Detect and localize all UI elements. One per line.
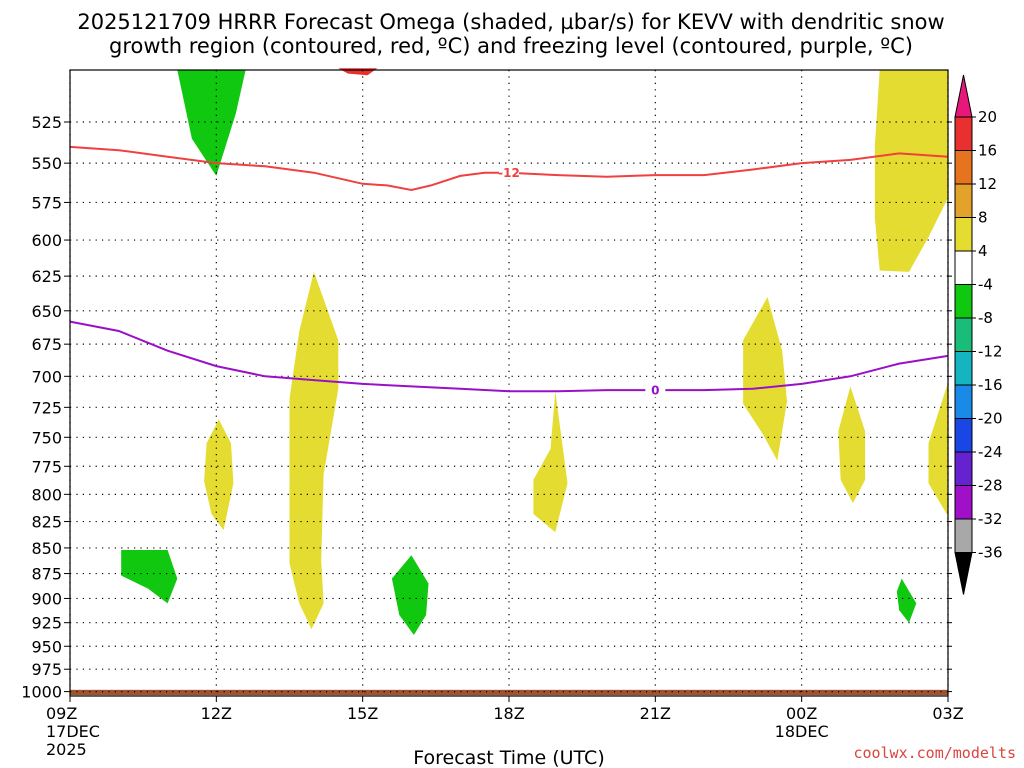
colorbar-segment: [954, 518, 973, 553]
y-tick-label: 875: [31, 565, 62, 584]
colorbar-tick-label: 8: [978, 209, 988, 227]
y-tick-label: 600: [31, 231, 62, 250]
chart-title-line2: growth region (contoured, red, ºC) and f…: [109, 34, 913, 58]
contours: -12 0: [69, 145, 949, 398]
colorbar-segment: [954, 116, 973, 151]
shaded-region-green-02z: [896, 578, 917, 623]
x-tick-label: 00Z: [786, 704, 817, 723]
y-tick-label: 525: [31, 113, 62, 132]
y-axis-ticks: 525 550 575 600 625 650 675 700 725 750 775 800 825 8…: [21, 113, 952, 702]
colorbar-tick-label: -20: [978, 410, 1003, 428]
x-tick-label: 18Z: [493, 704, 524, 723]
colorbar-segment: [954, 183, 973, 218]
y-tick-label: 1000: [21, 683, 62, 702]
y-tick-label: 750: [31, 428, 62, 447]
y-tick-label: 825: [31, 513, 62, 532]
colorbar-segment: [954, 150, 973, 185]
x-axis-label: Forecast Time (UTC): [413, 747, 604, 768]
colorbar-segment: [954, 284, 973, 319]
colorbar-tick-label: -16: [978, 376, 1003, 394]
colorbar-tick-label: 20: [978, 108, 997, 126]
colorbar-tick-label: -24: [978, 443, 1003, 461]
x-tick-year-label: 2025: [46, 740, 87, 759]
y-tick-label: 650: [31, 302, 62, 321]
colorbar-tick-label: -36: [978, 544, 1003, 562]
colorbar-segment: [954, 485, 973, 520]
y-tick-label: 775: [31, 457, 62, 476]
chart-title-line1: 2025121709 HRRR Forecast Omega (shaded, …: [77, 10, 944, 34]
contour-label: -12: [498, 166, 520, 180]
colorbar-segment: [954, 418, 973, 453]
omega-shading: [70, 68, 948, 696]
x-tick-label: 15Z: [347, 704, 378, 723]
colorbar-tick-label: -28: [978, 477, 1003, 495]
y-tick-label: 850: [31, 539, 62, 558]
colorbar-tick-label: -8: [978, 309, 993, 327]
colorbar-segment: [954, 351, 973, 386]
colorbar: 20 16 12 8 4 -4 -8 -12 -16 -20 -24 -28 -32 -36: [954, 74, 1003, 595]
shaded-region-yellow-12z-small: [204, 419, 234, 531]
colorbar-bottom-triangle: [954, 552, 973, 595]
x-tick-date-label: 17DEC: [46, 722, 100, 741]
credit-text: coolwx.com/modelts: [853, 744, 1016, 762]
surface-band: [70, 689, 948, 696]
contour-dendritic: [69, 145, 949, 192]
shaded-region-yellow-14z-tall: [289, 271, 339, 630]
shaded-region-yellow-19z: [533, 391, 568, 533]
colorbar-segment: [954, 451, 973, 486]
y-tick-label: 925: [31, 614, 62, 633]
y-tick-label: 950: [31, 637, 62, 656]
colorbar-tick-label: 12: [978, 175, 997, 193]
x-tick-label: 03Z: [932, 704, 963, 723]
colorbar-segment: [954, 217, 973, 252]
y-tick-label: 550: [31, 154, 62, 173]
y-tick-label: 975: [31, 660, 62, 679]
colorbar-tick-label: -4: [978, 276, 993, 294]
colorbar-tick-label: -12: [978, 343, 1003, 361]
y-tick-label: 575: [31, 193, 62, 212]
x-tick-date-label: 18DEC: [775, 722, 829, 741]
contour-freezing: [69, 320, 949, 393]
shaded-region-yellow-03z-edge: [928, 382, 948, 517]
y-tick-label: 625: [31, 267, 62, 286]
colorbar-tick-label: 4: [978, 242, 988, 260]
shaded-region-yellow-23z: [743, 297, 787, 461]
contour-label: 0: [651, 384, 659, 398]
colorbar-tick-label: -32: [978, 510, 1003, 528]
colorbar-tick-label: 16: [978, 142, 997, 160]
y-tick-label: 800: [31, 485, 62, 504]
contour-label-bg: [645, 383, 666, 398]
x-tick-label: 21Z: [640, 704, 671, 723]
shaded-region-green-near-12z: [177, 70, 246, 176]
colorbar-segment: [954, 317, 973, 352]
y-tick-label: 675: [31, 335, 62, 354]
shaded-region-green-16z: [391, 555, 429, 635]
contour-label-bg: [499, 165, 519, 180]
shaded-region-green-10z: [121, 550, 178, 604]
shaded-region-yellow-01z: [838, 386, 866, 504]
y-tick-label: 700: [31, 367, 62, 386]
y-tick-label: 725: [31, 398, 62, 417]
colorbar-segment: [954, 250, 973, 285]
x-tick-label: 12Z: [201, 704, 232, 723]
colorbar-segment: [954, 384, 973, 419]
x-tick-label: 09Z: [46, 704, 77, 723]
shaded-region-yellow-upper-right: [874, 70, 948, 272]
y-tick-label: 900: [31, 589, 62, 608]
